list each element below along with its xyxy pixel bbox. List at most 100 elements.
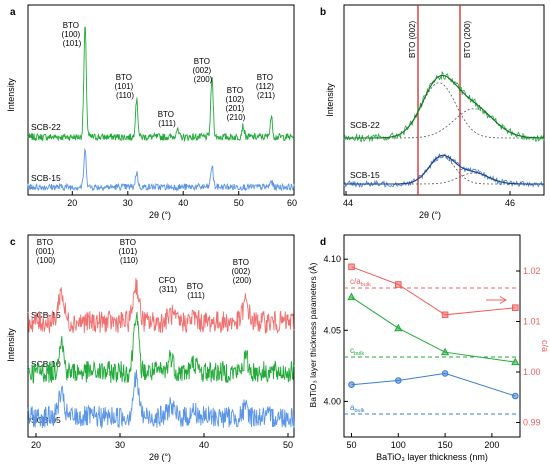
reference-line-label: BTO (002) <box>408 20 417 58</box>
series-label: SCB-22 <box>31 122 61 132</box>
x-tick-label: 50 <box>346 440 356 450</box>
panel-d-xticks: 50 100 150 200 <box>346 433 499 450</box>
x-tick-label: 50 <box>234 198 244 208</box>
data-point-a <box>441 370 449 377</box>
x-tick-label: 200 <box>484 440 499 450</box>
panel-d: d 50 100 150 200 4.10 4.05 4.00 1.02 1.0… <box>308 234 550 462</box>
series-line-c-a <box>351 266 516 316</box>
reference-label-a-bulk: abulk <box>350 403 365 414</box>
data-point-c <box>347 292 356 301</box>
peak-annotation: BTO (002) (200) <box>232 258 253 285</box>
series-line-scb-15 <box>27 278 295 335</box>
panel-a-xticks: 20 30 40 50 60 <box>67 191 297 208</box>
data-point-a <box>348 381 355 389</box>
series-label: SCB-22 <box>350 120 380 130</box>
data-point-c <box>394 323 403 332</box>
peak-annotation: BTO (102) (201) (210) <box>226 86 247 122</box>
panel-b: b 44 46 2θ (°) Intensity BTO (002) BTO (… <box>320 4 545 220</box>
x-tick-label: 40 <box>178 198 188 208</box>
x-tick-label: 50 <box>283 440 293 450</box>
reference-label-c-bulk: cbulk <box>350 346 364 357</box>
reference-line-label: BTO (200) <box>463 20 472 58</box>
panel-d-series <box>347 263 520 400</box>
data-point-c <box>440 347 450 356</box>
series-line-c <box>351 296 516 363</box>
x-tick-label: 46 <box>505 198 515 208</box>
panel-a-xlabel: 2θ (°) <box>149 210 171 220</box>
y-right-tick-label: 0.99 <box>523 418 541 428</box>
series-label: SCB-15 <box>31 173 61 183</box>
panel-c: c 20 30 40 50 2θ (°) Intensity SCB-15 SC… <box>6 234 295 462</box>
x-tick-label: 30 <box>115 440 125 450</box>
y-right-tick-label: 1.00 <box>523 367 541 377</box>
panel-c-xticks: 20 30 40 50 <box>31 433 293 450</box>
x-tick-label: 150 <box>438 440 453 450</box>
series-line-scb-22 <box>27 26 295 143</box>
series-label: SCB-15 <box>31 310 61 320</box>
panel-d-yticks-left: 4.10 4.05 4.00 <box>323 254 348 406</box>
panel-b-xlabel: 2θ (°) <box>419 210 441 220</box>
panel-b-label: b <box>320 7 326 18</box>
panel-a-frame <box>27 4 295 196</box>
data-point-a <box>512 392 519 400</box>
data-point-c-a <box>348 263 355 271</box>
panel-a-label: a <box>10 7 16 18</box>
peak-annotation: CFO (311) <box>158 276 177 294</box>
series-line-scb-15 <box>343 152 545 188</box>
panel-c-frame <box>27 234 295 438</box>
y-tick-label: 4.00 <box>323 396 341 406</box>
reference-label-ca-bulk: c/abulk <box>350 277 371 288</box>
series-label: SCB-15 <box>350 170 380 180</box>
panel-c-annotations: BTO (001) (100) BTO (101) (110) CFO (311… <box>36 238 253 300</box>
peak-annotation: BTO (111) <box>187 282 206 300</box>
fit-line-scb-22 <box>344 74 544 139</box>
panel-a: a 20 30 40 50 60 2θ (°) Intensity SCB-22… <box>6 4 297 220</box>
series-line-scb-10 <box>27 311 295 384</box>
series-line-scb-15 <box>27 147 295 192</box>
x-tick-label: 44 <box>343 198 353 208</box>
data-point-c-a <box>441 311 449 319</box>
peak-annotation: BTO (101) (110) <box>119 238 140 265</box>
panel-d-yticks-right: 1.02 1.01 1.00 0.99 <box>516 266 541 428</box>
panel-d-frame <box>343 234 521 438</box>
data-point-c-a <box>512 304 519 311</box>
x-tick-label: 100 <box>391 440 406 450</box>
panel-b-frame <box>343 4 545 196</box>
peak-annotation: BTO (111) <box>158 110 177 128</box>
y-tick-label: 4.10 <box>323 254 341 264</box>
y-right-tick-label: 1.01 <box>523 317 541 327</box>
data-point-a <box>395 377 402 384</box>
data-point-c <box>511 357 520 366</box>
series-line-a <box>351 372 516 397</box>
panel-c-xlabel: 2θ (°) <box>149 452 171 462</box>
panel-d-ylabel: BaTiO₃ layer thickness parameters (Å) <box>308 262 318 407</box>
panel-c-curves <box>27 278 295 430</box>
panel-d-xlabel: BaTiO₃ layer thickness (nm) <box>376 452 488 462</box>
panel-b-ylabel: Intensity <box>325 83 335 117</box>
panel-c-ylabel: Intensity <box>6 328 16 362</box>
x-tick-label: 40 <box>199 440 209 450</box>
x-tick-label: 20 <box>31 440 41 450</box>
peak-annotation: BTO (101) (110) <box>115 73 136 100</box>
peak-annotation: BTO (112) (211) <box>256 73 276 100</box>
series-line-scb-05 <box>27 369 295 430</box>
panel-a-ylabel: Intensity <box>6 78 16 112</box>
panel-b-xticks: 44 46 <box>343 191 515 208</box>
peak-annotation: BTO (100) (101) <box>62 21 83 48</box>
peak-annotation: BTO (002) (200) <box>193 57 214 84</box>
panel-d-label: d <box>320 237 326 248</box>
x-tick-label: 30 <box>123 198 133 208</box>
fit-line-scb-15 <box>344 154 544 185</box>
panel-a-curves <box>27 26 295 192</box>
x-tick-label: 20 <box>67 198 77 208</box>
panel-b-curves <box>343 71 545 188</box>
data-point-c-a <box>395 281 402 288</box>
y-tick-label: 4.05 <box>323 325 341 335</box>
series-line-scb-22 <box>343 71 545 143</box>
panel-c-label: c <box>10 237 16 248</box>
x-tick-label: 60 <box>287 198 297 208</box>
series-label: SCB-10 <box>31 359 61 369</box>
panel-a-annotations: BTO (100) (101) BTO (101) (110) BTO (111… <box>62 21 276 128</box>
peak-annotation: BTO (001) (100) <box>36 238 57 265</box>
right-axis-arrow-icon <box>486 296 507 304</box>
